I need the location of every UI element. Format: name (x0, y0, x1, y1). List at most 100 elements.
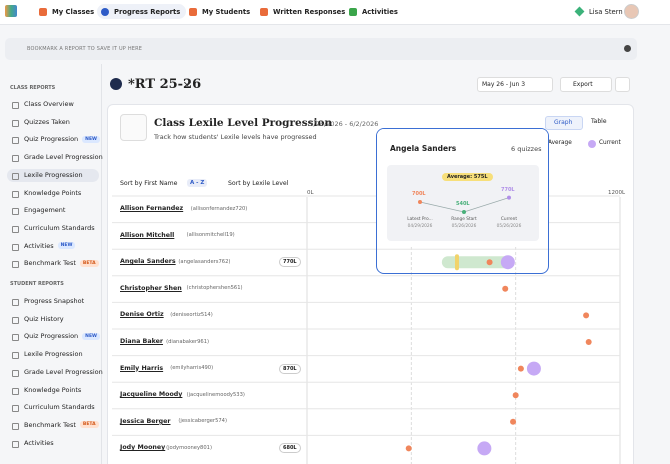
tooltip: Angela Sanders 6 quizzes Average: 575L 700L… (376, 128, 549, 274)
nav-tab[interactable]: My Classes (35, 4, 100, 19)
report-title: Class Lexile Level Progression (154, 117, 333, 129)
report-subtitle: Track how students' Lexile levels have p… (154, 133, 317, 141)
sidebar-badge: BETA (79, 259, 99, 267)
student-name[interactable]: Allison Fernandez (120, 205, 184, 212)
sidebar-item[interactable]: Quiz Progression NEW (24, 135, 100, 143)
sidebar-item[interactable]: Class Overview (24, 100, 74, 108)
sidebar-icon (12, 369, 19, 377)
nav-tab[interactable]: Progress Reports (97, 4, 187, 19)
sidebar-item[interactable]: Grade Level Progression (24, 368, 103, 376)
latest-dot (486, 259, 493, 266)
tooltip-name: Angela Sanders (390, 144, 457, 153)
student-username: (angelasanders762) (178, 258, 231, 265)
nav-label: Activities (362, 7, 398, 16)
student-name[interactable]: Angela Sanders (120, 258, 176, 266)
user-name: Lisa Stern (589, 8, 623, 16)
sidebar-item[interactable]: Quizzes Taken (24, 118, 70, 126)
sidebar-item-label: Lexile Progression (24, 170, 83, 179)
sidebar-icon (12, 225, 19, 233)
sidebar-item[interactable]: Quiz Progression NEW (24, 332, 100, 340)
sidebar-item[interactable]: Activities NEW (24, 241, 76, 250)
latest-dot (405, 445, 412, 452)
sidebar-item[interactable]: Benchmark Test BETA (24, 259, 99, 267)
latest-dot (585, 339, 592, 345)
sidebar-item-label: Activities (24, 241, 54, 250)
sidebar-item[interactable]: Curriculum Standards (24, 224, 95, 232)
info-icon (624, 45, 631, 52)
tooltip-mini-chart (418, 195, 511, 214)
student-name[interactable]: Emily Harris (120, 364, 164, 372)
bookmark-hint: BOOKMARK A REPORT TO SAVE IT UP HERE (27, 46, 143, 52)
nav-icon (260, 7, 268, 16)
student-name[interactable]: Allison Mitchell (120, 231, 175, 239)
sidebar-section-title: CLASS REPORTS (10, 85, 56, 91)
nav-label: My Students (202, 7, 251, 16)
nav-label: Written Responses (273, 7, 346, 16)
sidebar-item[interactable]: Curriculum Standards (24, 403, 95, 411)
sidebar-section-title: STUDENT REPORTS (10, 281, 64, 287)
sort-order[interactable]: A - Z (187, 179, 208, 187)
sidebar-item[interactable]: Lexile Progression (24, 171, 83, 179)
sidebar-divider (101, 64, 102, 464)
sort-lexile[interactable]: Sort by Lexile Level (228, 180, 289, 187)
logo (5, 5, 17, 17)
student-name[interactable]: Jacqueline Moody (120, 391, 183, 399)
student-username: (dianabaker961) (166, 338, 210, 345)
nav-icon (189, 7, 197, 16)
view-toggle[interactable]: Table (591, 118, 607, 125)
sidebar-item[interactable]: Knowledge Points (24, 386, 81, 394)
sidebar-item[interactable]: Progress Snapshot (24, 297, 84, 305)
sidebar-icon (12, 172, 19, 180)
student-username: (emilyharris490) (170, 365, 214, 372)
tooltip-point-date: 05/26/2026 (496, 224, 522, 229)
student-name[interactable]: Denise Ortiz (120, 311, 164, 319)
tooltip-point-label: Range Start (451, 217, 477, 222)
legend-average: Average (548, 140, 572, 146)
latest-dot (517, 365, 524, 372)
sort-name[interactable]: Sort by First Name (120, 180, 178, 187)
sidebar-item[interactable]: Engagement (24, 206, 65, 214)
sidebar-item[interactable]: Benchmark Test BETA (24, 421, 99, 429)
bookmark-button[interactable] (615, 77, 630, 92)
student-name[interactable]: Jessica Berger (120, 417, 171, 425)
sidebar-item-label: Quizzes Taken (24, 117, 70, 126)
sidebar-icon (12, 119, 19, 127)
student-username: (jodymooney801) (166, 444, 212, 451)
student-name[interactable]: Diana Baker (120, 338, 164, 345)
sidebar-item-label: Benchmark Test (24, 259, 76, 268)
sidebar-icon (12, 102, 19, 109)
legend-current: Current (599, 140, 621, 146)
avatar[interactable] (624, 4, 639, 19)
sidebar-item-label: Class Overview (24, 100, 74, 108)
nav-tab[interactable]: Activities (345, 4, 404, 19)
sidebar-item[interactable]: Grade Level Progression (24, 153, 103, 161)
sidebar-icon (12, 208, 19, 216)
sidebar-item[interactable]: Lexile Progression (24, 350, 83, 358)
export-button[interactable]: Export (560, 77, 612, 92)
sidebar-item-label: Curriculum Standards (24, 223, 95, 232)
view-toggle[interactable]: Graph (545, 116, 583, 130)
student-username: (jacquelinemoody533) (186, 391, 245, 398)
sidebar-icon (12, 137, 19, 145)
lexile-badge: 680L (279, 443, 301, 454)
tooltip-point-label: Latest Pro... (407, 217, 433, 222)
date-picker[interactable]: May 26 - Jun 3 (477, 77, 553, 92)
student-username: (jessicaberger574) (178, 418, 227, 425)
sidebar-icon (12, 316, 19, 324)
sidebar-item-label: Quiz History (24, 314, 64, 323)
sidebar-icon (12, 155, 19, 163)
student-name[interactable]: Jody Mooney (120, 444, 166, 452)
legend-current-swatch (588, 140, 596, 148)
student-name[interactable]: Christopher Shen (120, 284, 182, 292)
student-username: (allisonmitchell19) (186, 232, 235, 239)
tooltip-point (462, 210, 466, 214)
sidebar-item[interactable]: Knowledge Points (24, 189, 81, 197)
sidebar-icon (12, 261, 19, 269)
nav-tab[interactable]: My Students (185, 4, 256, 19)
tooltip-value: 770L (501, 186, 515, 193)
nav-tab[interactable]: Written Responses (256, 4, 351, 19)
sidebar-icon (12, 334, 19, 342)
sidebar-item[interactable]: Quiz History (24, 315, 64, 323)
sidebar-item[interactable]: Activities (24, 439, 54, 447)
